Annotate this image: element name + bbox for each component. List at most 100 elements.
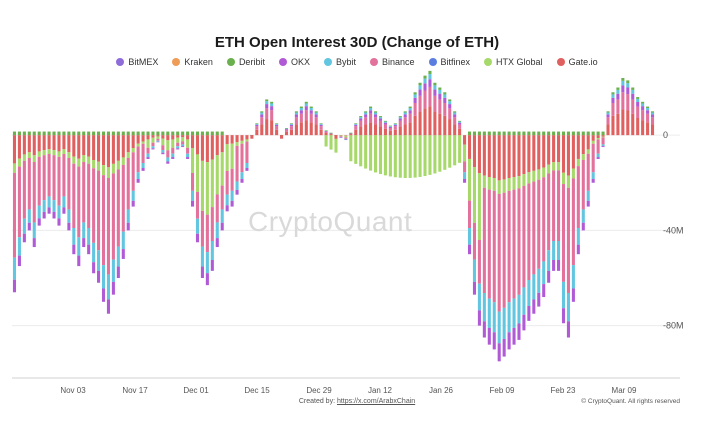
bar-segment-deribit [22,131,26,136]
legend-item-gate-io[interactable]: Gate.io [556,57,598,67]
bar-segment-bybit [641,103,645,107]
legend-item-bybit[interactable]: Bybit [323,57,356,67]
bar-segment-gate-io [601,135,605,137]
bar-segment-binance [230,168,234,191]
bar-segment-deribit [62,131,66,136]
bar-segment-deribit [136,131,140,136]
bar-segment-okx [97,270,101,283]
bar-segment-htx-global [433,135,437,174]
legend-item-kraken[interactable]: Kraken [172,57,213,67]
legend-item-binance[interactable]: Binance [369,57,415,67]
bar-segment-gate-io [12,135,17,164]
bar-segment-binance [507,190,511,303]
bar-segment-deribit [294,111,298,113]
bar-segment-gate-io [552,135,556,163]
bar-segment-deribit [324,130,328,131]
bar-segment-deribit [111,131,115,136]
bar-segment-gate-io [304,120,308,136]
bar-segment-gate-io [220,135,224,153]
legend-item-okx[interactable]: OKX [278,57,310,67]
bar-segment-deribit [532,131,536,136]
bar-segment-okx [136,178,140,183]
bar-segment-gate-io [195,135,200,155]
bar-segment-deribit [67,131,71,136]
legend-label: Bybit [335,57,356,67]
legend-item-bitfinex[interactable]: Bitfinex [428,57,470,67]
bar-segment-htx-global [477,173,481,240]
bar-segment-binance [369,113,373,123]
legend-item-htx-global[interactable]: HTX Global [484,57,543,67]
bar-segment-gate-io [398,126,402,136]
bar-segment-deribit [512,131,516,136]
bar-segment-bybit [557,241,561,260]
credit-link[interactable]: https://x.com/ArabxChain [336,398,416,405]
bar-segment-binance [181,141,185,145]
bar-segment-htx-global [408,135,412,178]
bar-segment-gate-io [27,135,31,153]
bar-segment-gate-io [487,135,491,178]
bar-segment-okx [77,255,81,267]
bar-segment-htx-global [601,136,605,138]
bar-segment-okx [22,233,26,243]
bar-segment-okx [616,93,620,100]
bar-segment-htx-global [235,142,239,146]
bar-segment-bybit [275,123,279,125]
bar-segment-okx [344,139,348,141]
bar-segment-bybit [547,250,551,271]
bar-segment-deribit [27,131,31,136]
bar-segment-htx-global [111,163,115,174]
bar-segment-deribit [433,82,437,86]
bar-segment-gate-io [57,135,61,152]
bar-segment-htx-global [101,165,106,176]
bar-segment-okx [443,97,447,103]
bar-segment-htx-global [527,172,531,184]
bar-segment-gate-io [210,135,214,160]
bar-segment-okx [458,122,462,125]
bar-segment-bybit [398,117,402,119]
bar-segment-binance [576,166,580,228]
bar-segment-bybit [314,112,318,115]
bar-segment-bybit [131,190,135,201]
bar-segment-binance [67,158,71,210]
bar-segment-binance [309,113,313,123]
legend-item-deribit[interactable]: Deribit [226,57,265,67]
bar-segment-bybit [72,228,76,245]
bar-segment-bybit [537,268,541,293]
bar-segment-htx-global [393,135,397,178]
bar-segment-htx-global [87,156,91,164]
bar-segment-okx [284,128,289,130]
bar-segment-deribit [166,131,170,136]
bar-segment-bybit [141,163,145,168]
legend-item-bitmex[interactable]: BitMEX [116,57,158,67]
legend-dot [484,58,493,66]
bar-segment-gate-io [156,135,160,137]
bar-segment-deribit [497,131,501,136]
bar-segment-binance [82,162,86,223]
legend-dot [226,58,235,66]
bar-segment-okx [631,93,635,100]
bar-segment-okx [606,114,610,118]
bar-segment-binance [92,168,96,243]
bar-segment-binance [255,126,259,130]
bar-segment-gate-io [136,135,140,144]
x-tick-label: Jan 26 [429,386,454,395]
bar-segment-binance [552,170,556,241]
bar-segment-binance [601,137,605,145]
bar-segment-deribit [92,131,96,136]
bar-segment-gate-io [240,135,244,141]
bar-segment-deribit [423,75,427,79]
bar-segment-deribit [557,131,561,136]
bar-segment-htx-global [596,138,600,140]
bar-segment-bybit [354,123,358,125]
bar-segment-okx [571,288,575,302]
bar-segment-okx [477,310,481,326]
bar-segment-okx [314,114,318,118]
bar-segment-bybit [304,103,308,107]
y-tick-label: 0 [663,130,668,140]
bar-segment-deribit [378,116,383,118]
bar-segment-bybit [255,123,259,125]
bar-segment-deribit [552,131,556,136]
bar-segment-okx [601,146,605,148]
y-tick-label: -80M [663,321,684,331]
bar-segment-deribit [309,106,313,108]
